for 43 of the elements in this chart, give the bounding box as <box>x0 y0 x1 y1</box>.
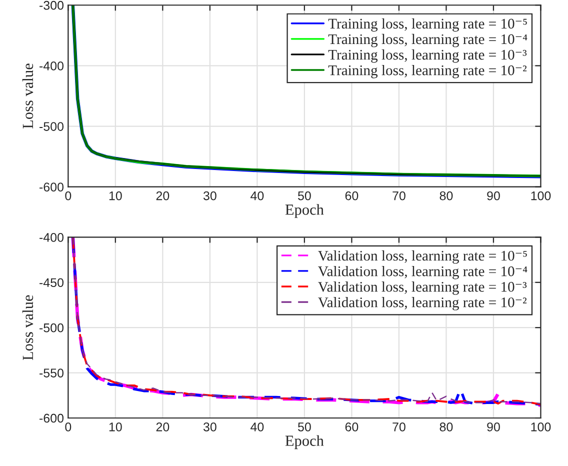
x-tick-label: 30 <box>203 191 216 200</box>
y-axis-title: Loss value <box>22 295 34 360</box>
x-axis-title: Epoch <box>285 435 324 450</box>
x-tick-label: 10 <box>109 422 122 432</box>
x-tick-label: 50 <box>298 422 311 432</box>
x-tick-label: 90 <box>487 422 500 432</box>
y-tick-label: -400 <box>40 62 64 70</box>
legend-label: Training loss, learning rate = 10⁻² <box>328 64 527 78</box>
legend-label: Validation loss, learning rate = 10⁻² <box>318 297 527 310</box>
legend-label: Training loss, learning rate = 10⁻³ <box>328 49 527 63</box>
x-tick-label: 0 <box>65 422 72 432</box>
y-tick-label: -500 <box>40 122 64 131</box>
x-tick-label: 20 <box>156 422 170 432</box>
y-tick-label: -600 <box>40 414 64 423</box>
legend-label: Training loss, learning rate = 10⁻⁵ <box>328 18 527 32</box>
x-tick-label: 100 <box>531 191 551 200</box>
x-tick-label: 40 <box>250 191 264 200</box>
x-tick-label: 100 <box>531 422 551 432</box>
x-tick-label: 70 <box>392 422 406 432</box>
x-tick-label: 60 <box>345 422 358 432</box>
y-tick-label: -600 <box>40 182 64 192</box>
x-axis-title: Epoch <box>285 204 324 218</box>
legend-label: Validation loss, learning rate = 10⁻³ <box>318 281 527 295</box>
legend-label: Validation loss, learning rate = 10⁻⁴ <box>318 266 528 280</box>
x-tick-label: 80 <box>440 191 453 200</box>
legend-label: Validation loss, learning rate = 10⁻⁵ <box>318 250 527 264</box>
x-tick-label: 40 <box>250 422 264 432</box>
y-tick-label: -500 <box>40 323 64 332</box>
x-tick-label: 50 <box>298 191 311 200</box>
x-tick-label: 60 <box>345 191 358 200</box>
y-tick-label: -550 <box>40 368 64 378</box>
x-tick-label: 70 <box>392 191 406 200</box>
x-tick-label: 30 <box>203 422 216 432</box>
y-axis-title: Loss value <box>22 64 34 128</box>
x-tick-label: 10 <box>109 191 122 200</box>
y-tick-label: -400 <box>40 232 64 242</box>
y-tick-label: -450 <box>40 278 64 288</box>
x-tick-label: 20 <box>156 191 170 200</box>
x-tick-label: 90 <box>487 191 500 200</box>
x-tick-label: 0 <box>65 191 72 200</box>
y-tick-label: -300 <box>40 0 64 10</box>
legend-label: Training loss, learning rate = 10⁻⁴ <box>328 34 528 48</box>
x-tick-label: 80 <box>440 422 453 432</box>
